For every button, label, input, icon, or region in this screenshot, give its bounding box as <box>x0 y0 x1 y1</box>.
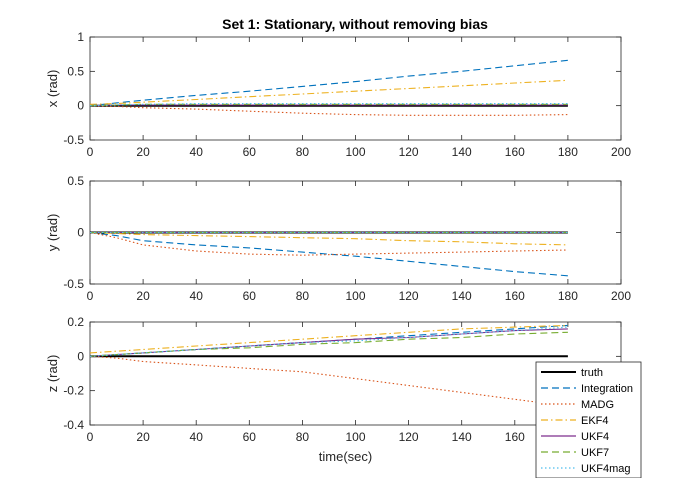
x-tick-label: 40 <box>190 145 204 159</box>
subplots: 0 20 40 60 80 100 120 140 160 180 200-0.500.51x (r… <box>45 30 631 464</box>
series-line-integration <box>89 59 568 107</box>
y-axis-label: z (rad) <box>45 355 60 393</box>
legend-box <box>535 361 642 478</box>
x-tick-label: 40 <box>190 289 204 303</box>
x-tick-label: 0 <box>87 289 94 303</box>
subplot-2: 0 20 40 60 80 100 120 140 160 180 200-0.500.5y (ra… <box>45 174 631 303</box>
series-line-madg <box>89 105 568 116</box>
x-tick-label: 200 <box>611 145 631 159</box>
x-tick-label: 80 <box>296 145 310 159</box>
legend-label-madg: MADG <box>581 399 614 411</box>
figure-title: Set 1: Stationary, without removing bias <box>222 16 488 32</box>
y-axis-label: y (rad) <box>45 214 60 252</box>
series-line-ekf4 <box>89 79 568 105</box>
x-tick-label: 160 <box>505 145 525 159</box>
x-tick-label: 100 <box>345 145 365 159</box>
legend-label-ukf4: UKF4 <box>581 431 609 443</box>
series-line-madg <box>89 355 568 407</box>
subplot-3: 020406080100120140160180200-0.4-0.200.2z… <box>45 315 631 464</box>
legend: truth Integration MADG EKF4 UKF4 UKF7 UKF4mag <box>535 361 642 478</box>
series-line-ekf4 <box>89 231 568 246</box>
y-tick-label: -0.5 <box>63 277 84 291</box>
x-tick-label: 160 <box>505 289 525 303</box>
x-tick-label: 160 <box>505 430 525 444</box>
legend-label-truth: truth <box>581 367 603 379</box>
series-line-integration <box>89 231 568 277</box>
x-tick-label: 20 <box>136 145 150 159</box>
y-tick-label: 0.5 <box>67 64 84 78</box>
y-tick-label: 0 <box>77 226 84 240</box>
x-tick-label: 0 <box>87 430 94 444</box>
x-tick-label: 60 <box>243 145 257 159</box>
x-tick-label: 100 <box>345 430 365 444</box>
x-tick-label: 60 <box>243 430 257 444</box>
y-tick-label: 1 <box>77 30 84 44</box>
x-tick-label: 180 <box>558 289 578 303</box>
x-tick-label: 120 <box>399 430 419 444</box>
x-axis-label: time(sec) <box>319 449 372 464</box>
y-tick-label: 0.2 <box>67 315 84 329</box>
series-line-ukf4mag <box>89 326 568 357</box>
x-tick-label: 140 <box>452 145 472 159</box>
x-tick-label: 0 <box>87 145 94 159</box>
x-tick-label: 80 <box>296 289 310 303</box>
series-line-madg <box>89 231 568 256</box>
y-axis-label: x (rad) <box>45 70 60 108</box>
x-tick-label: 200 <box>611 289 631 303</box>
legend-label-ekf4: EKF4 <box>581 415 609 427</box>
series-line-ukf4mag <box>89 103 568 107</box>
x-tick-label: 80 <box>296 430 310 444</box>
y-tick-label: -0.2 <box>63 384 84 398</box>
y-tick-label: 0.5 <box>67 174 84 188</box>
x-tick-label: 120 <box>399 289 419 303</box>
plot-area <box>89 36 622 141</box>
subplot-1: 0 20 40 60 80 100 120 140 160 180 200-0.500.51x (r… <box>45 30 631 159</box>
legend-label-integration: Integration <box>581 383 633 395</box>
x-tick-label: 140 <box>452 430 472 444</box>
y-tick-label: 0 <box>77 349 84 363</box>
x-tick-label: 180 <box>558 145 578 159</box>
legend-label-ukf4mag: UKF4mag <box>581 463 631 475</box>
series-line-ekf4 <box>89 324 568 354</box>
x-tick-label: 20 <box>136 289 150 303</box>
y-tick-label: -0.4 <box>63 418 84 432</box>
y-tick-label: 0 <box>77 99 84 113</box>
x-tick-label: 140 <box>452 289 472 303</box>
x-tick-label: 60 <box>243 289 257 303</box>
legend-label-ukf7: UKF7 <box>581 447 609 459</box>
y-tick-label: -0.5 <box>63 133 84 147</box>
x-tick-label: 40 <box>190 430 204 444</box>
x-tick-label: 100 <box>345 289 365 303</box>
x-tick-label: 20 <box>136 430 150 444</box>
x-tick-label: 120 <box>399 145 419 159</box>
